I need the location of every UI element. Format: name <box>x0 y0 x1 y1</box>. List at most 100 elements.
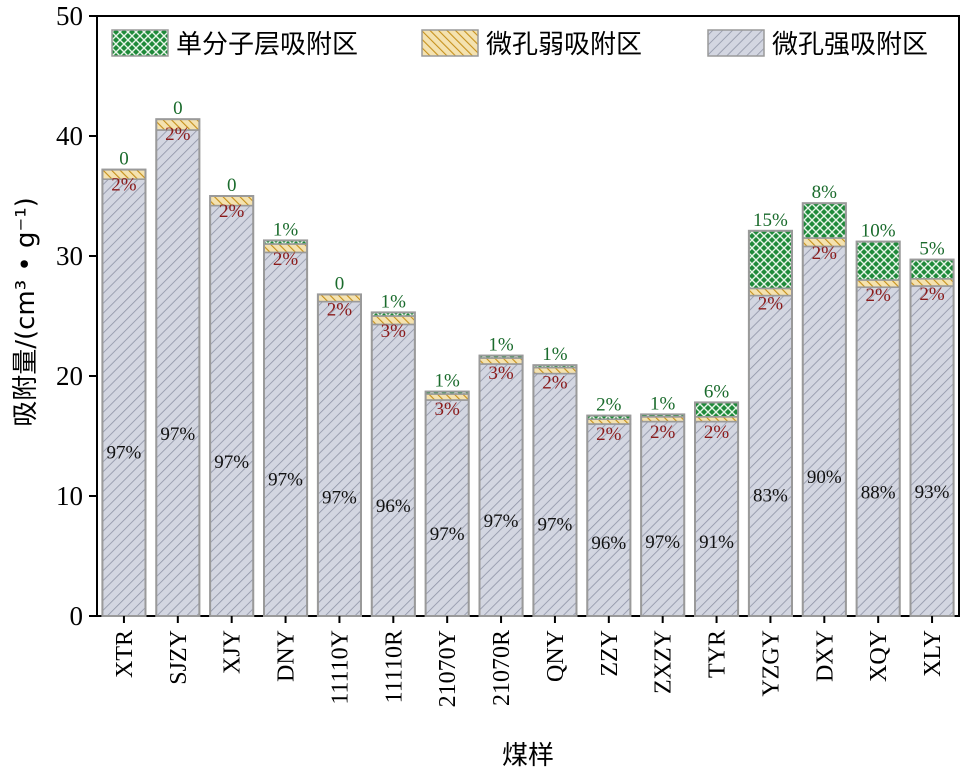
data-label-monolayer: 2% <box>596 395 622 416</box>
y-tick-label: 30 <box>56 241 83 271</box>
x-category-label: 21070Y <box>435 630 461 707</box>
legend: 单分子层吸附区 微孔弱吸附区 微孔强吸附区 <box>111 29 928 60</box>
x-axis: XTR SJZY XJY DNY 11110Y 11110R 21070Y 21070R QNY… <box>112 616 946 707</box>
bar-segment-micro-strong <box>855 286 901 617</box>
bar-segment-micro-strong <box>209 204 255 617</box>
x-category-label: XQY <box>866 630 892 682</box>
x-category-label: XJY <box>220 630 246 674</box>
y-axis: 0 10 20 30 40 50 <box>56 1 97 631</box>
data-label-micro-strong: 97% <box>322 488 357 509</box>
bar-segment-monolayer <box>855 240 901 281</box>
data-label-micro-strong: 90% <box>807 467 842 488</box>
data-label-micro-strong: 97% <box>538 514 573 535</box>
data-label-micro-weak: 2% <box>219 201 245 222</box>
data-label-micro-weak: 2% <box>812 243 838 264</box>
data-label-micro-weak: 2% <box>596 424 622 445</box>
bar-segment-micro-strong <box>424 399 470 617</box>
data-label-monolayer: 1% <box>435 371 461 392</box>
data-label-micro-strong: 97% <box>107 442 142 463</box>
x-category-label: YZGY <box>758 630 784 697</box>
data-label-monolayer: 10% <box>861 221 896 242</box>
data-label-micro-strong: 97% <box>160 424 195 445</box>
data-label-micro-weak: 3% <box>488 363 514 384</box>
data-label-micro-weak: 2% <box>273 249 299 270</box>
data-label-monolayer: 5% <box>919 239 945 260</box>
x-category-label: QNY <box>543 630 569 682</box>
bar-segment-micro-strong <box>478 363 524 617</box>
data-label-micro-weak: 3% <box>381 321 407 342</box>
bar-segment-micro-strong <box>317 300 362 617</box>
data-label-micro-strong: 97% <box>214 452 249 473</box>
data-label-micro-strong: 91% <box>699 532 734 553</box>
data-label-monolayer: 1% <box>381 291 407 312</box>
x-category-label: 11110Y <box>327 630 353 705</box>
bar-segment-monolayer <box>694 401 739 418</box>
bar-segment-micro-strong <box>263 251 308 617</box>
bar-segment-monolayer <box>748 230 793 290</box>
data-label-monolayer: 6% <box>704 381 730 402</box>
data-label-micro-weak: 2% <box>866 285 892 306</box>
bar-segment-micro-strong <box>101 178 147 617</box>
data-label-micro-weak: 2% <box>165 124 191 145</box>
bar-segment-micro-strong <box>532 372 578 617</box>
x-category-label: 11110R <box>381 630 407 703</box>
legend-swatch <box>421 29 479 57</box>
x-axis-title: 煤样 <box>502 741 554 771</box>
x-category-label: ZXZY <box>651 630 677 694</box>
data-label-monolayer: 1% <box>650 393 676 414</box>
bar-segment-micro-strong <box>155 129 201 617</box>
bar-segment-micro-strong <box>909 285 955 617</box>
legend-label: 单分子层吸附区 <box>176 30 358 60</box>
legend-label: 微孔强吸附区 <box>772 30 928 60</box>
x-category-label: XTR <box>112 630 138 678</box>
data-label-monolayer: 0 <box>173 98 183 119</box>
y-tick-label: 10 <box>56 481 83 511</box>
data-label-micro-strong: 96% <box>376 496 411 517</box>
bar-segment-micro-strong <box>586 423 632 617</box>
bar-labels-group: 97% 2% 0 97% 2% 0 97% 2% 0 97% 2% 1% 97% 2% 0 96% 3% 1% 97… <box>107 98 950 554</box>
data-label-micro-weak: 2% <box>327 299 353 320</box>
bar-segment-micro-strong <box>370 323 416 617</box>
legend-swatch <box>111 29 169 57</box>
data-label-monolayer: 1% <box>488 335 514 356</box>
data-label-micro-weak: 2% <box>704 422 730 443</box>
y-tick-label: 0 <box>70 601 84 631</box>
x-category-label: DNY <box>274 630 300 682</box>
x-category-label: SJZY <box>166 630 192 685</box>
data-label-monolayer: 15% <box>753 210 788 231</box>
plot-frame <box>96 15 960 617</box>
bar-segment-micro-strong <box>801 245 847 617</box>
y-tick-label: 40 <box>56 121 83 151</box>
bars-group <box>101 118 955 618</box>
data-label-micro-weak: 3% <box>435 399 461 420</box>
data-label-micro-strong: 83% <box>753 485 788 506</box>
bar-segment-micro-strong <box>694 420 739 617</box>
x-category-label: XLY <box>920 630 946 677</box>
x-category-label: ZZY <box>597 630 623 677</box>
data-label-monolayer: 0 <box>335 273 345 294</box>
y-tick-label: 50 <box>56 1 83 31</box>
data-label-monolayer: 1% <box>542 344 568 365</box>
bar-segment-monolayer <box>909 258 955 280</box>
legend-label: 微孔弱吸附区 <box>486 30 642 60</box>
data-label-micro-strong: 97% <box>484 511 519 532</box>
data-label-micro-weak: 2% <box>758 293 784 314</box>
bar-segment-monolayer <box>801 202 847 239</box>
bar-segment-micro-strong <box>640 420 686 617</box>
data-label-monolayer: 0 <box>227 175 237 196</box>
data-label-micro-weak: 2% <box>542 373 568 394</box>
data-label-micro-strong: 97% <box>268 469 303 490</box>
data-label-monolayer: 1% <box>273 219 299 240</box>
x-category-label: TYR <box>705 630 731 678</box>
data-label-monolayer: 8% <box>812 182 838 203</box>
data-label-micro-strong: 97% <box>645 532 680 553</box>
data-label-micro-weak: 2% <box>919 284 945 305</box>
data-label-micro-strong: 93% <box>915 482 950 503</box>
data-label-micro-weak: 2% <box>650 422 676 443</box>
bar-segment-micro-strong <box>748 294 793 617</box>
data-label-micro-strong: 96% <box>591 533 626 554</box>
x-category-label: DXY <box>812 630 838 682</box>
data-label-micro-weak: 2% <box>111 175 137 196</box>
data-label-monolayer: 0 <box>119 149 129 170</box>
